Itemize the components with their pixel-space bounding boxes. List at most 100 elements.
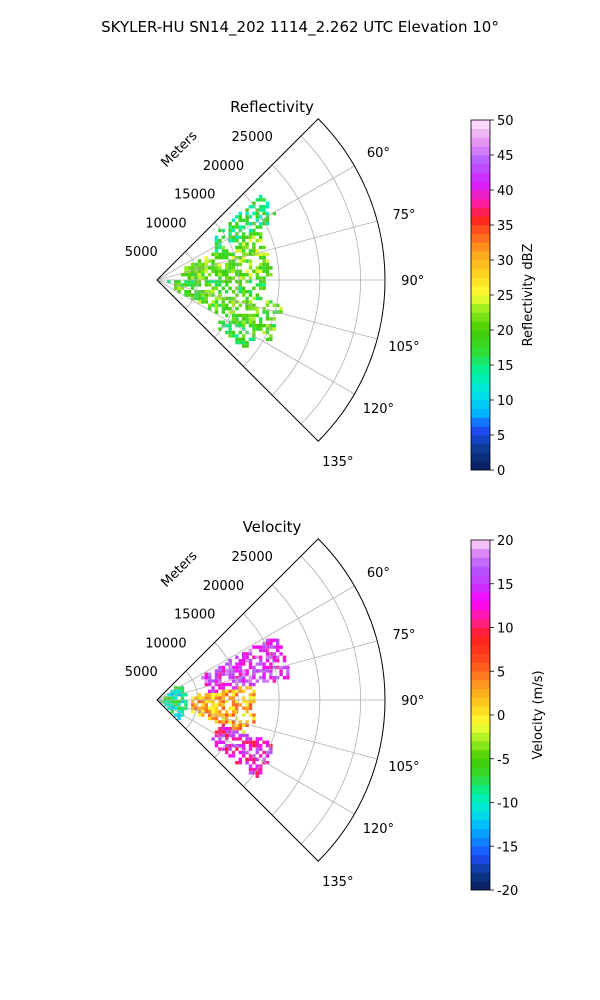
colorbar-tick-label: 10 <box>497 394 514 409</box>
field-gate <box>214 669 219 673</box>
field-gate <box>204 276 208 280</box>
field-gate <box>262 662 266 666</box>
field-gate <box>208 279 212 284</box>
field-gate <box>238 686 242 690</box>
field-gate <box>225 672 229 676</box>
field-gate <box>242 689 246 693</box>
field-gate <box>194 283 198 287</box>
field-gate <box>245 215 249 219</box>
field-gate <box>265 313 270 318</box>
field-gate <box>245 259 249 263</box>
field-gate <box>218 245 222 250</box>
field-gate <box>238 330 242 335</box>
field-gate <box>170 706 174 710</box>
field-gate <box>259 279 263 284</box>
field-gate <box>225 737 229 741</box>
field-gate <box>187 290 191 294</box>
field-gate <box>242 290 246 294</box>
field-gate <box>228 754 232 758</box>
colorbar-segment <box>471 557 490 567</box>
field-gate <box>235 249 239 253</box>
field-gate <box>248 279 253 284</box>
field-gate <box>235 703 239 707</box>
field-gate <box>211 686 215 690</box>
field-gate <box>255 218 259 222</box>
field-gate <box>228 669 232 673</box>
field-gate <box>211 259 215 263</box>
field-gate <box>252 269 256 273</box>
field-gate <box>204 300 208 304</box>
field-gate <box>255 669 259 673</box>
field-gate <box>248 703 253 707</box>
field-gate <box>204 293 208 297</box>
field-gate <box>201 713 205 717</box>
field-gate <box>265 259 270 263</box>
field-gate <box>262 665 266 670</box>
field-gate <box>214 245 219 250</box>
field-gate <box>163 699 168 704</box>
field-gate <box>228 269 232 273</box>
field-gate <box>238 659 242 663</box>
field-gate <box>252 713 256 717</box>
field-gate <box>245 652 249 656</box>
field-gate <box>180 693 185 697</box>
field-gate <box>242 341 246 345</box>
field-gate <box>259 283 263 287</box>
field-gate <box>180 283 185 287</box>
field-gate <box>245 218 249 222</box>
field-gate <box>265 273 270 277</box>
colorbar-segment <box>471 321 490 331</box>
field-gate <box>231 334 236 338</box>
field-gate <box>231 676 236 680</box>
field-gate <box>208 273 212 277</box>
field-data <box>160 638 290 778</box>
colorbar-segment <box>471 872 490 882</box>
field-gate <box>248 757 253 761</box>
field-gate <box>184 273 188 277</box>
colorbar-segment <box>471 741 490 751</box>
field-gate <box>238 679 242 683</box>
field-gate <box>221 706 225 710</box>
field-gate <box>170 693 174 697</box>
field-gate <box>262 218 266 222</box>
field-gate <box>167 699 171 704</box>
field-gate <box>238 269 242 273</box>
field-gate <box>276 642 280 646</box>
field-gate <box>214 720 219 724</box>
field-gate <box>242 249 246 253</box>
field-gate <box>245 208 249 212</box>
field-gate <box>259 754 263 758</box>
field-gate <box>248 262 253 267</box>
field-gate <box>259 296 263 301</box>
field-gate <box>248 235 253 239</box>
field-gate <box>259 256 263 260</box>
field-gate <box>259 767 263 772</box>
field-gate <box>187 266 191 270</box>
field-gate <box>214 706 219 710</box>
field-gate <box>221 727 225 731</box>
field-gate <box>279 310 283 314</box>
field-gate <box>225 747 229 751</box>
field-gate <box>194 293 198 297</box>
range-tick-labels: 5000 10000 15000 20000 25000 <box>125 130 273 260</box>
field-gate <box>282 665 287 670</box>
field-gate <box>194 269 198 273</box>
field-gate <box>191 706 195 710</box>
azimuth-spoke <box>156 165 355 281</box>
velocity-colorbar: -20 -15 -10 -5 0 5 10 15 20 <box>470 534 518 899</box>
field-gate <box>221 245 225 250</box>
field-gate <box>276 659 280 663</box>
field-gate <box>235 279 239 284</box>
field-gate <box>228 262 232 267</box>
field-gate <box>218 686 222 690</box>
field-gate <box>191 710 195 714</box>
field-gate <box>248 693 253 697</box>
field-gate <box>221 689 225 693</box>
field-gate <box>184 266 188 270</box>
field-gate <box>225 273 229 277</box>
field-gate <box>225 330 229 335</box>
field-gate <box>259 645 263 649</box>
field-gate <box>221 269 225 273</box>
field-gate <box>225 249 229 253</box>
field-gate <box>242 652 246 656</box>
